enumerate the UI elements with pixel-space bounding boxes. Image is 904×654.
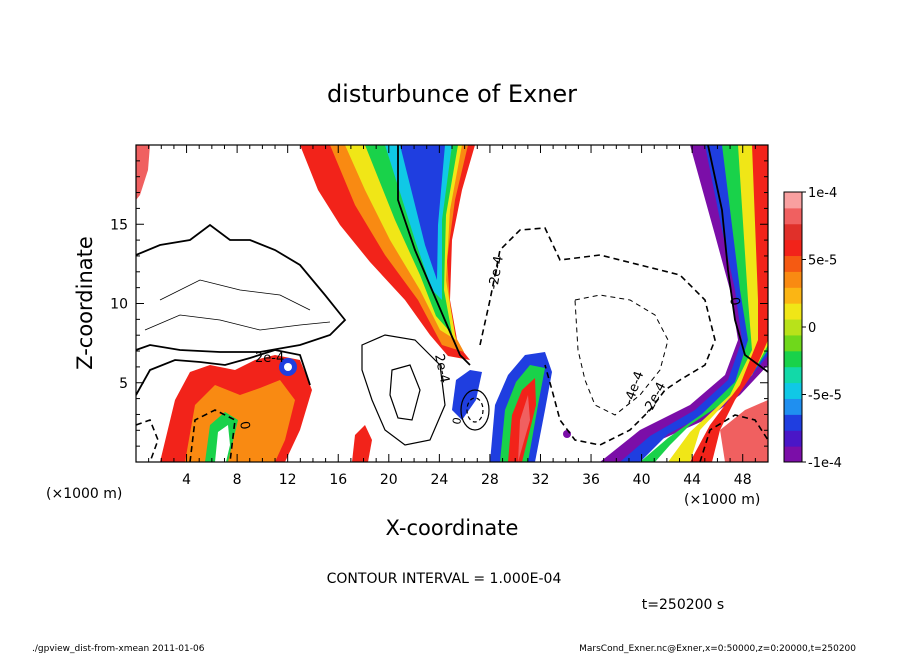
field-blob-12-inner <box>284 363 292 371</box>
colorbar-swatch <box>784 334 802 352</box>
footer-right: MarsCond_Exner.nc@Exner,x=0:50000,z=0:20… <box>579 644 856 654</box>
x-axis: 4 8 12 16 20 24 28 32 36 40 44 48 <box>148 145 756 488</box>
contour-lines <box>136 145 768 462</box>
colorbar-swatch <box>784 398 802 415</box>
colorbar-tick-label: -5e-5 <box>808 389 842 404</box>
y-axis: 5 10 15 <box>110 160 768 447</box>
x-tick-label: 40 <box>633 472 651 488</box>
contour-zero-right <box>707 145 768 373</box>
colorbar-swatch <box>784 414 802 431</box>
colorbar-tick-label: 1e-4 <box>808 186 837 201</box>
contour-circle-26b <box>466 397 484 423</box>
colorbar <box>784 192 802 463</box>
colorbar-swatch <box>784 430 802 447</box>
contour-label: 2e-4 <box>431 353 452 385</box>
y-tick-label: 15 <box>110 217 128 233</box>
field-region-topleft <box>136 145 150 200</box>
contour-label: 0 <box>450 416 464 425</box>
field-right-pink <box>720 400 768 462</box>
y-tick-label: 5 <box>119 376 128 392</box>
x-tick-label: 28 <box>481 472 499 488</box>
contour-label: 2e-4 <box>255 351 284 366</box>
contour-label: 0 <box>236 420 252 431</box>
x-tick-label: 44 <box>683 472 701 488</box>
colorbar-swatch <box>784 303 802 320</box>
x-tick-label: 20 <box>380 472 398 488</box>
colorbar-tick-label: -1e-4 <box>808 456 842 471</box>
colorbar-labels: 1e-4 5e-5 0 -5e-5 -1e-4 <box>802 186 842 471</box>
field-right-red <box>690 145 768 462</box>
x-tick-label: 8 <box>233 472 242 488</box>
colorbar-tick-label: 0 <box>808 321 816 336</box>
colorbar-swatch <box>784 207 802 225</box>
field-lobe-26 <box>452 370 482 420</box>
filled-contours <box>136 145 768 462</box>
field-bottomleft-white <box>215 425 230 462</box>
footer-left: ./gpview_dist-from-xmean 2011-01-06 <box>32 644 205 654</box>
contour-neg-br <box>699 414 768 462</box>
contour-neg-4e4 <box>574 294 669 416</box>
colorbar-swatch <box>784 319 802 336</box>
contour-neg-bl <box>189 409 236 462</box>
contour-thin-2 <box>159 279 311 311</box>
x-tick-label: 16 <box>329 472 347 488</box>
field-blob-18 <box>352 425 372 462</box>
x-tick-label: 24 <box>430 472 448 488</box>
colorbar-swatch <box>784 350 802 368</box>
colorbar-swatch <box>784 223 802 241</box>
contour-mid-blob-in <box>389 364 421 421</box>
field-right-blue <box>620 145 768 462</box>
x-axis-label: X-coordinate <box>386 516 519 540</box>
field-band-blue <box>400 145 445 280</box>
x-tick-label: 4 <box>182 472 191 488</box>
x-tick-label: 12 <box>279 472 297 488</box>
contour-neg-2e4 <box>479 227 716 446</box>
colorbar-swatch <box>784 271 802 288</box>
x-unit-right: (×1000 m) <box>684 492 760 508</box>
x-tick-label: 36 <box>582 472 600 488</box>
contour-interval: CONTOUR INTERVAL = 1.000E-04 <box>327 571 562 587</box>
y-tick-label: 10 <box>110 297 128 313</box>
contour-label: -2e-4 <box>486 255 507 291</box>
x-tick-label: 32 <box>532 472 550 488</box>
colorbar-tick-label: 5e-5 <box>808 254 837 269</box>
contour-mid-blob <box>361 334 446 446</box>
contour-zero-bl <box>136 349 311 396</box>
colorbar-swatch <box>784 382 802 399</box>
contour-neg-left-edge <box>136 418 159 462</box>
colorbar-swatch <box>784 446 802 463</box>
colorbar-swatch <box>784 366 802 384</box>
y-axis-label: Z-coordinate <box>73 236 97 370</box>
contour-thin-1 <box>144 314 331 331</box>
contour-label: 0 <box>726 296 742 307</box>
colorbar-swatch <box>784 239 802 257</box>
colorbar-swatch <box>784 255 802 272</box>
time-label: t=250200 s <box>642 597 724 613</box>
x-unit-left: (×1000 m) <box>46 486 122 502</box>
contour-zero-top-left <box>136 223 347 353</box>
contour-zero-central <box>397 145 471 366</box>
contour-circle-26 <box>460 389 490 431</box>
colorbar-swatch <box>784 287 802 304</box>
field-mid-lobe-core <box>518 395 530 462</box>
x-tick-label: 48 <box>734 472 752 488</box>
chart-title: disturbunce of Exner <box>327 80 577 108</box>
field-dot-36 <box>563 430 571 438</box>
colorbar-swatch <box>784 192 802 209</box>
